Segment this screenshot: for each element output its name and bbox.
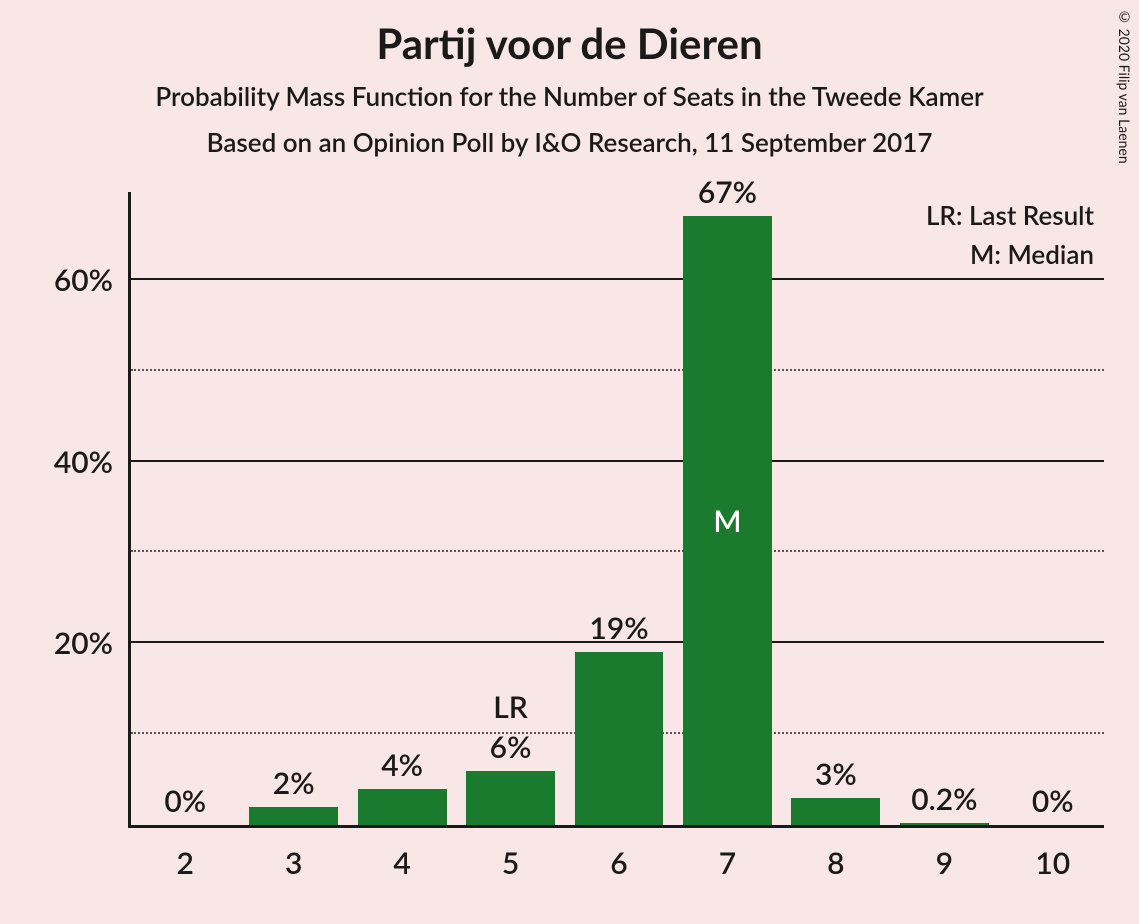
copyright-text: © 2020 Filip van Laenen [1116, 8, 1133, 164]
bar-value-label: 3% [815, 756, 857, 798]
xtick-label: 6 [610, 825, 627, 881]
bar: 4% [358, 789, 447, 825]
bar-value-label: 19% [589, 610, 648, 652]
plot-area: 20%40%60%0%22%34%46%LR519%667%M73%80.2%9… [128, 192, 1104, 828]
chart-title: Partij voor de Dieren [0, 18, 1139, 68]
bar-value-label: 0% [164, 783, 206, 825]
chart-legend: LR: Last Result M: Median [926, 196, 1094, 274]
gridline-minor [131, 369, 1104, 371]
bar: 19% [575, 652, 664, 825]
legend-m: M: Median [926, 235, 1094, 274]
xtick-label: 7 [719, 825, 736, 881]
gridline-major: 60% [131, 278, 1104, 280]
gridline-major: 40% [131, 460, 1104, 462]
xtick-label: 2 [177, 825, 194, 881]
bar-value-label: 2% [273, 765, 315, 807]
xtick-label: 4 [393, 825, 410, 881]
bar-value-label: 0% [1032, 783, 1074, 825]
bar-annotation: LR [493, 689, 528, 771]
xtick-label: 5 [502, 825, 519, 881]
gridline-minor [131, 550, 1104, 552]
bar-value-label: 0.2% [911, 781, 977, 823]
bar: 3% [791, 798, 880, 825]
bar: 67%M [683, 216, 772, 825]
ytick-label: 40% [54, 444, 131, 480]
xtick-label: 10 [1035, 825, 1070, 881]
ytick-label: 20% [54, 625, 131, 661]
xtick-label: 3 [285, 825, 302, 881]
bar-annotation: M [713, 503, 741, 539]
bar: 2% [249, 807, 338, 825]
xtick-label: 8 [827, 825, 844, 881]
bar-value-label: 4% [381, 747, 423, 789]
bar-value-label: 67% [698, 174, 757, 216]
bar: 6%LR [466, 771, 555, 826]
chart-subtitle-2: Based on an Opinion Poll by I&O Research… [0, 126, 1139, 158]
ytick-label: 60% [54, 262, 131, 298]
chart-subtitle-1: Probability Mass Function for the Number… [0, 80, 1139, 112]
legend-lr: LR: Last Result [926, 196, 1094, 235]
xtick-label: 9 [936, 825, 953, 881]
